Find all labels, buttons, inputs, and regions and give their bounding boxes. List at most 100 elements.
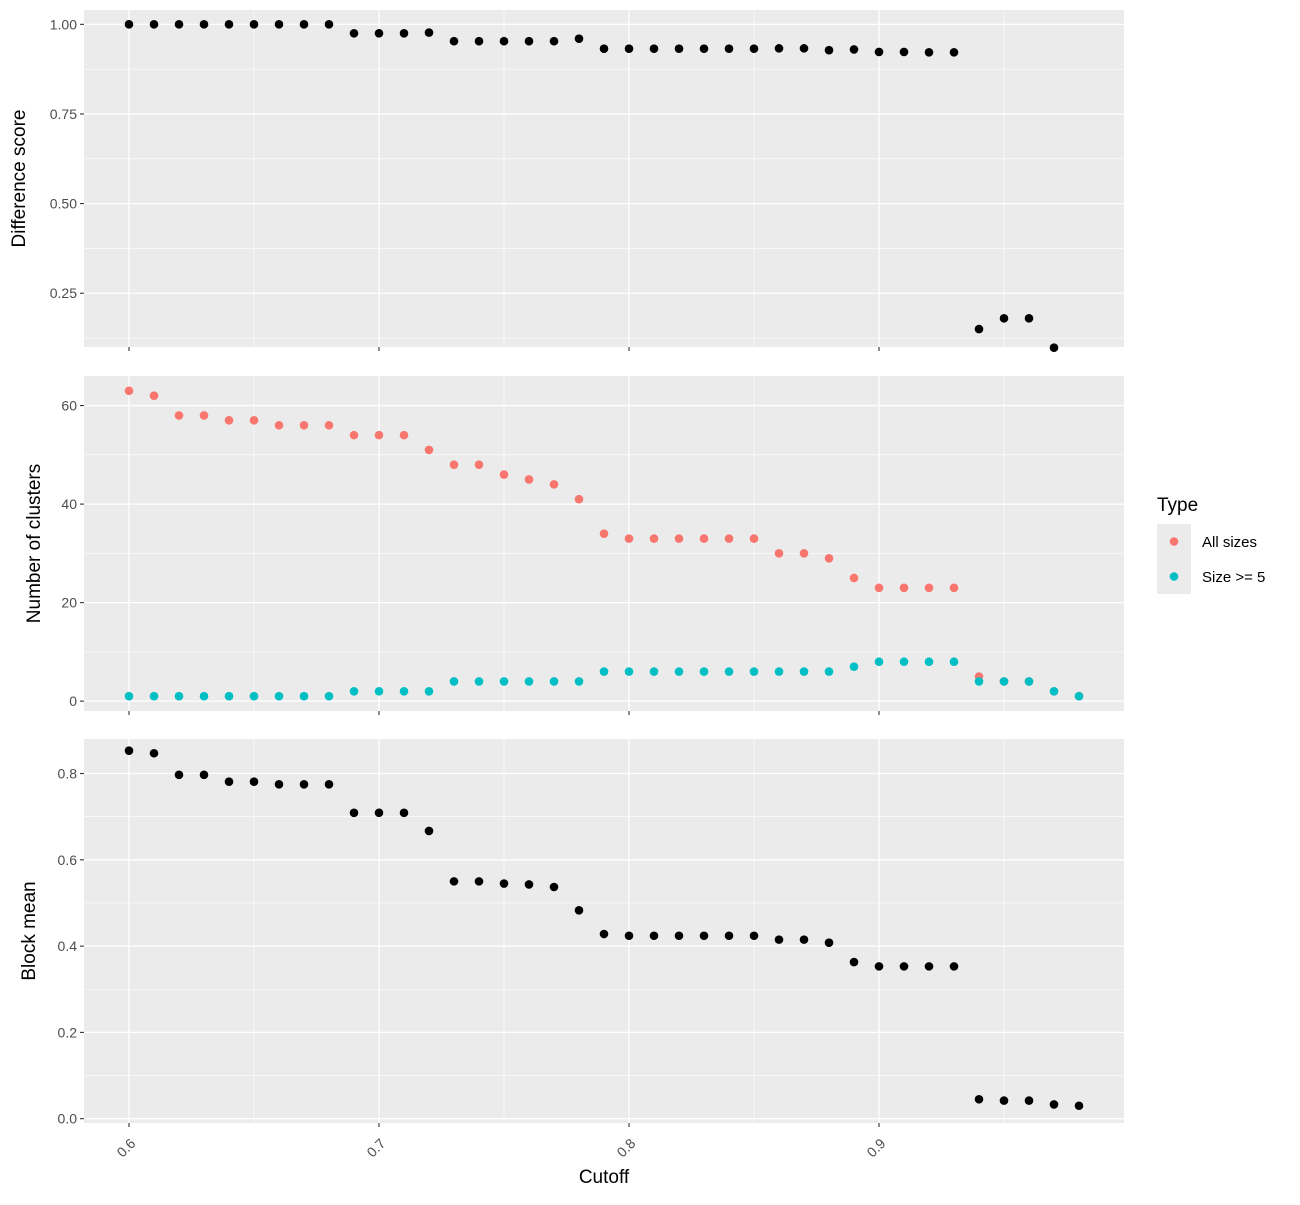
- data-point: [599, 929, 609, 939]
- data-point: [699, 44, 709, 54]
- data-point: [449, 877, 459, 886]
- data-point: [849, 573, 859, 583]
- data-point: [574, 494, 584, 504]
- data-point: [524, 475, 534, 484]
- data-point: [799, 44, 809, 53]
- y-tick-label: 0.6: [58, 852, 78, 868]
- data-point: [399, 29, 409, 38]
- y-tick-label: 0.0: [58, 1111, 78, 1127]
- data-point: [749, 931, 759, 941]
- legend: Type All sizes Size >= 5: [1157, 495, 1265, 594]
- data-point: [949, 657, 959, 667]
- data-point: [224, 777, 234, 787]
- data-point: [174, 770, 184, 780]
- data-point: [199, 770, 209, 780]
- data-point: [499, 677, 509, 686]
- panel-background: [84, 10, 1124, 347]
- x-tick-label: 0.9: [863, 1135, 888, 1160]
- data-point: [549, 480, 559, 489]
- data-point: [399, 430, 409, 440]
- data-point: [949, 48, 959, 57]
- data-point: [874, 583, 884, 593]
- data-point: [974, 324, 984, 334]
- data-point: [374, 29, 384, 38]
- data-point: [874, 962, 884, 971]
- data-point: [899, 962, 909, 971]
- data-point: [299, 20, 309, 29]
- data-point: [824, 938, 834, 947]
- data-point: [474, 36, 484, 46]
- data-point: [124, 386, 134, 396]
- data-point: [199, 411, 209, 420]
- y-tick-label: 0.2: [58, 1024, 78, 1040]
- data-point: [924, 657, 934, 667]
- data-point: [499, 470, 509, 479]
- data-point: [324, 691, 334, 701]
- data-point: [574, 34, 584, 43]
- data-point: [524, 677, 534, 686]
- data-point: [174, 20, 184, 29]
- y-tick-label: 40: [61, 496, 77, 512]
- data-point: [799, 549, 809, 558]
- series-3-1: [124, 746, 1084, 1111]
- y-axis-title: Number of clusters: [24, 464, 45, 623]
- data-point: [549, 36, 559, 46]
- data-point: [1049, 1100, 1059, 1109]
- data-point: [674, 667, 684, 676]
- data-point: [849, 45, 859, 54]
- x-tick-label: 0.7: [363, 1135, 388, 1160]
- data-point: [249, 777, 259, 787]
- data-point: [474, 877, 484, 886]
- data-point: [649, 534, 659, 543]
- x-tick-label: 0.6: [113, 1135, 138, 1160]
- legend-marker: [1169, 537, 1179, 546]
- data-point: [149, 691, 159, 701]
- data-point: [824, 667, 834, 676]
- data-point: [674, 44, 684, 54]
- data-point: [424, 445, 434, 455]
- data-point: [1049, 343, 1059, 353]
- panel-2: 0 20 40 60 Number of clusters: [24, 376, 1124, 715]
- data-point: [549, 882, 559, 892]
- data-point: [374, 430, 384, 440]
- data-point: [1024, 1096, 1034, 1105]
- data-point: [174, 411, 184, 420]
- data-point: [1074, 1101, 1084, 1111]
- data-point: [949, 583, 959, 593]
- data-point: [324, 20, 334, 29]
- data-point: [674, 534, 684, 543]
- data-point: [724, 44, 734, 54]
- data-point: [749, 44, 759, 54]
- data-point: [199, 691, 209, 701]
- data-point: [499, 36, 509, 46]
- data-point: [799, 667, 809, 676]
- data-point: [124, 20, 134, 29]
- data-point: [124, 691, 134, 701]
- data-point: [249, 416, 259, 425]
- data-point: [1024, 314, 1034, 323]
- data-point: [549, 677, 559, 686]
- panel-3: 0.0 0.2 0.4 0.6 0.8 Block mean: [19, 739, 1124, 1127]
- panel-1: 0.25 0.50 0.75 1.00 Difference score: [9, 10, 1124, 353]
- data-point: [1024, 677, 1034, 686]
- data-point: [349, 430, 359, 440]
- data-point: [924, 962, 934, 971]
- data-point: [299, 691, 309, 701]
- data-point: [899, 47, 909, 57]
- data-point: [574, 905, 584, 915]
- data-point: [599, 529, 609, 538]
- data-point: [474, 460, 484, 469]
- y-tick-label: 0.25: [50, 285, 77, 301]
- data-point: [449, 677, 459, 686]
- data-point: [174, 691, 184, 701]
- data-point: [599, 44, 609, 54]
- data-point: [224, 416, 234, 425]
- data-point: [649, 931, 659, 941]
- y-tick-label: 0.75: [50, 106, 77, 122]
- data-point: [224, 691, 234, 701]
- data-point: [774, 667, 784, 676]
- series-size-5: [124, 657, 1084, 701]
- data-point: [824, 553, 834, 563]
